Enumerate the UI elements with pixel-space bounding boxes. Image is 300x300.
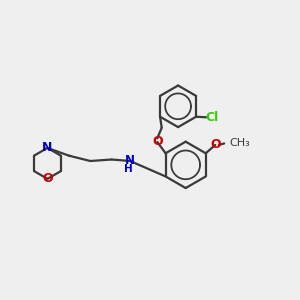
Text: N: N — [42, 141, 52, 154]
Text: O: O — [42, 172, 53, 185]
Text: O: O — [210, 138, 220, 152]
Text: H: H — [124, 164, 133, 174]
Text: Cl: Cl — [205, 111, 218, 124]
Text: O: O — [152, 136, 163, 148]
Text: N: N — [125, 154, 135, 167]
Text: CH₃: CH₃ — [230, 139, 250, 148]
